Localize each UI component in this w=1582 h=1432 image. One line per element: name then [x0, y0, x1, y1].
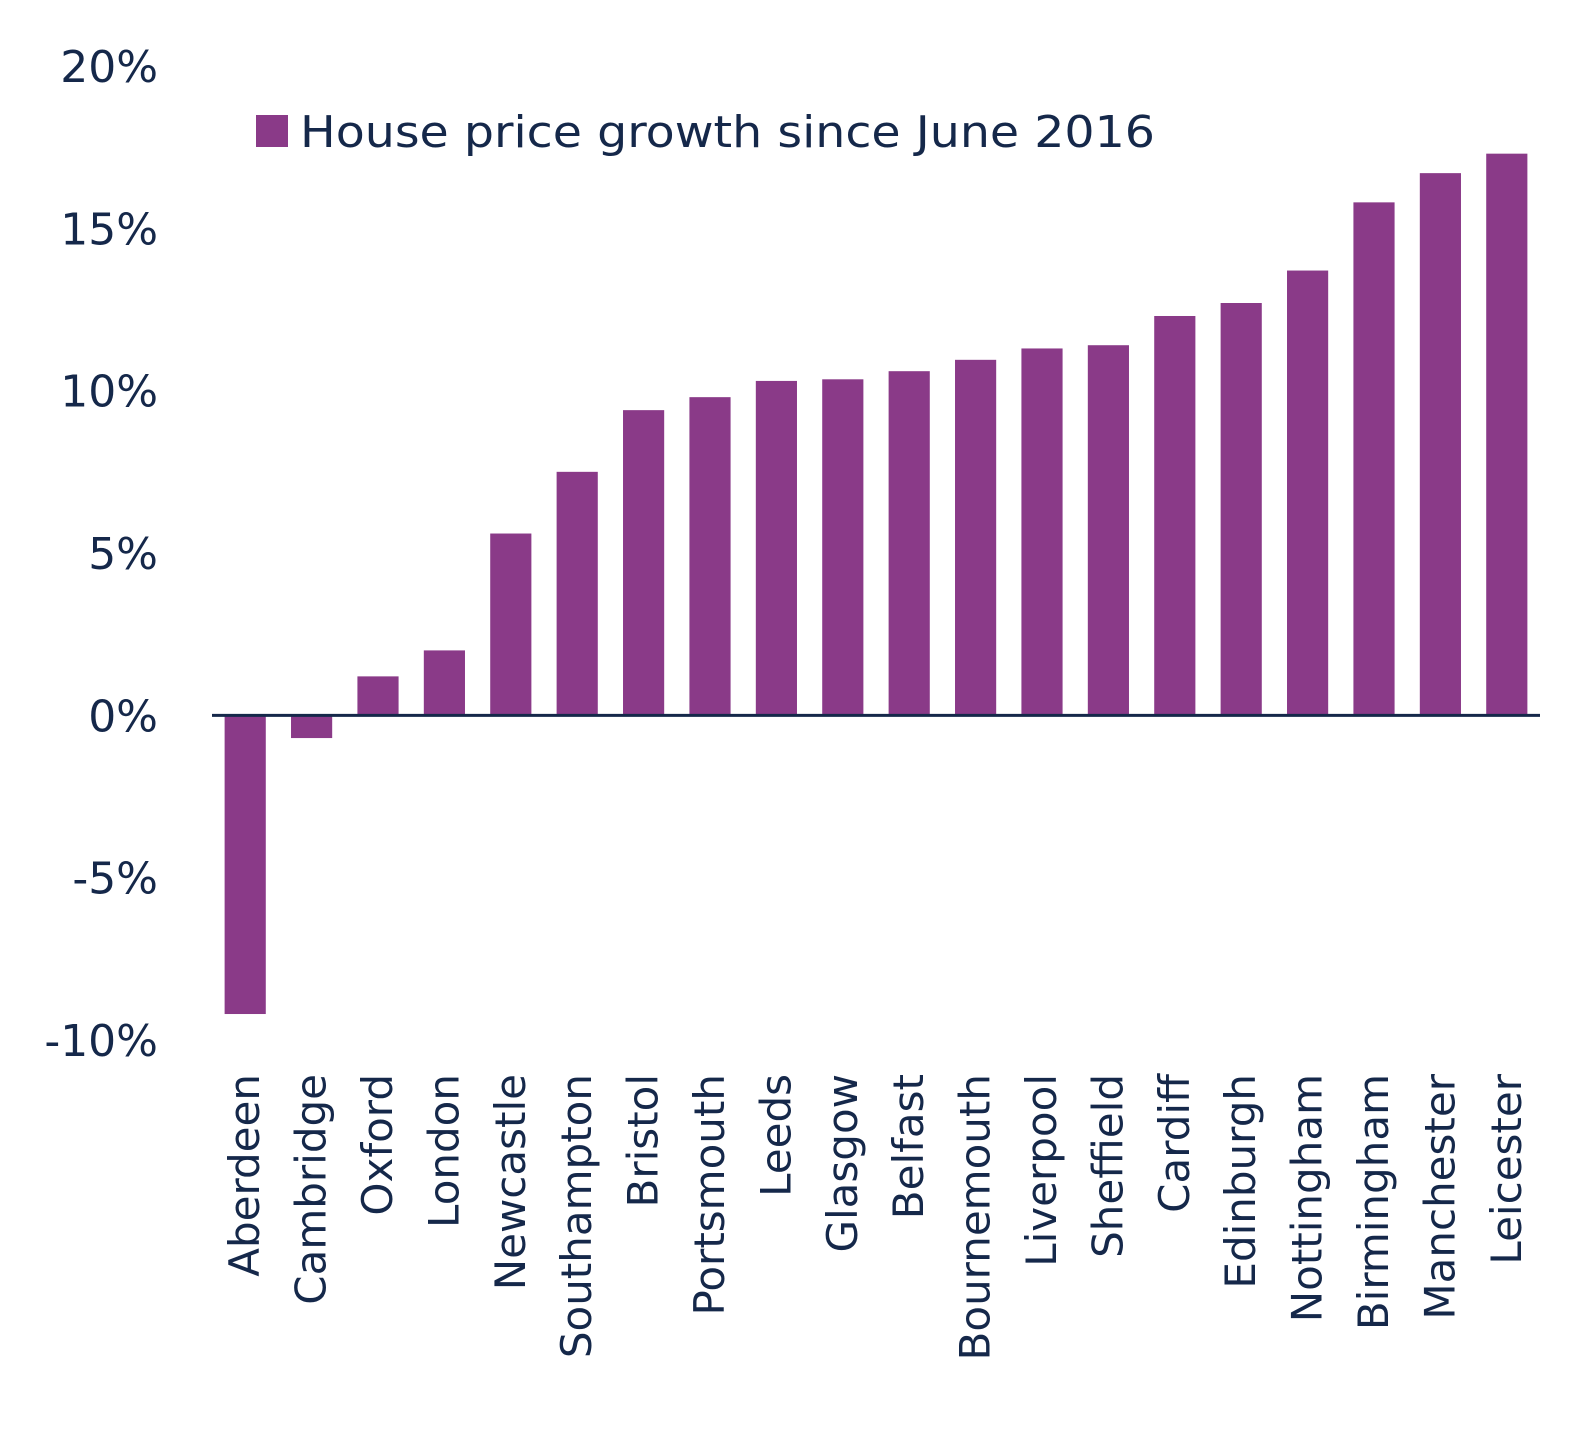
y-tick-label: 5%: [88, 529, 158, 580]
bar-bournemouth: [955, 359, 997, 716]
bar-bristol: [623, 410, 665, 716]
x-tick-label: Portsmouth: [685, 1074, 734, 1315]
x-tick-label: Cardiff: [1150, 1073, 1199, 1213]
x-tick-label: Newcastle: [486, 1074, 535, 1290]
y-axis: -10% -5% 0% 5% 10% 15% 20%: [44, 42, 158, 1067]
x-tick-label: Glasgow: [818, 1074, 867, 1253]
bar-manchester: [1419, 173, 1461, 716]
legend-swatch: [256, 115, 288, 147]
x-tick-label: Nottingham: [1283, 1074, 1332, 1322]
bar-leeds: [755, 380, 797, 716]
bar-aberdeen: [224, 715, 266, 1015]
bar-leicester: [1486, 153, 1528, 716]
x-tick-label: Belfast: [884, 1074, 933, 1219]
legend-label: House price growth since June 2016: [300, 107, 1155, 158]
y-tick-label: 0%: [88, 691, 158, 742]
bar-nottingham: [1287, 270, 1329, 716]
legend: House price growth since June 2016: [256, 107, 1155, 158]
x-tick-label: London: [419, 1074, 468, 1228]
y-tick-label: -5%: [72, 854, 158, 905]
bar-liverpool: [1021, 348, 1063, 716]
bar-belfast: [888, 371, 930, 716]
x-tick-label: Manchester: [1415, 1073, 1464, 1319]
bar-edinburgh: [1220, 303, 1262, 716]
bar-glasgow: [822, 379, 864, 716]
y-tick-label: 10%: [60, 367, 158, 418]
bar-birmingham: [1353, 202, 1395, 716]
x-tick-label: Cambridge: [287, 1074, 336, 1305]
bar-oxford: [357, 676, 399, 716]
bar-sheffield: [1087, 345, 1129, 716]
x-tick-label: Oxford: [353, 1074, 402, 1216]
x-tick-label: Leicester: [1482, 1073, 1531, 1264]
bar-portsmouth: [689, 397, 731, 716]
x-tick-label: Aberdeen: [220, 1074, 269, 1277]
x-tick-label: Southampton: [552, 1074, 601, 1358]
bar-cambridge: [291, 715, 333, 739]
bar-cardiff: [1154, 315, 1196, 716]
x-tick-label: Edinburgh: [1216, 1074, 1265, 1289]
y-tick-label: 20%: [60, 42, 158, 93]
x-axis-labels: Aberdeen Cambridge Oxford London Newcastle So…: [220, 1073, 1531, 1361]
x-tick-label: Sheffield: [1083, 1074, 1132, 1258]
y-tick-label: -10%: [44, 1016, 158, 1067]
bar-london: [423, 650, 465, 716]
x-tick-label: Liverpool: [1017, 1074, 1066, 1267]
x-tick-label: Birmingham: [1349, 1074, 1398, 1330]
y-tick-label: 15%: [60, 204, 158, 255]
bar-southampton: [556, 471, 598, 716]
bar-newcastle: [490, 533, 532, 716]
x-tick-label: Bournemouth: [951, 1074, 1000, 1360]
x-tick-label: Leeds: [751, 1074, 800, 1197]
bars: [224, 153, 1528, 1015]
x-tick-label: Bristol: [619, 1074, 668, 1207]
